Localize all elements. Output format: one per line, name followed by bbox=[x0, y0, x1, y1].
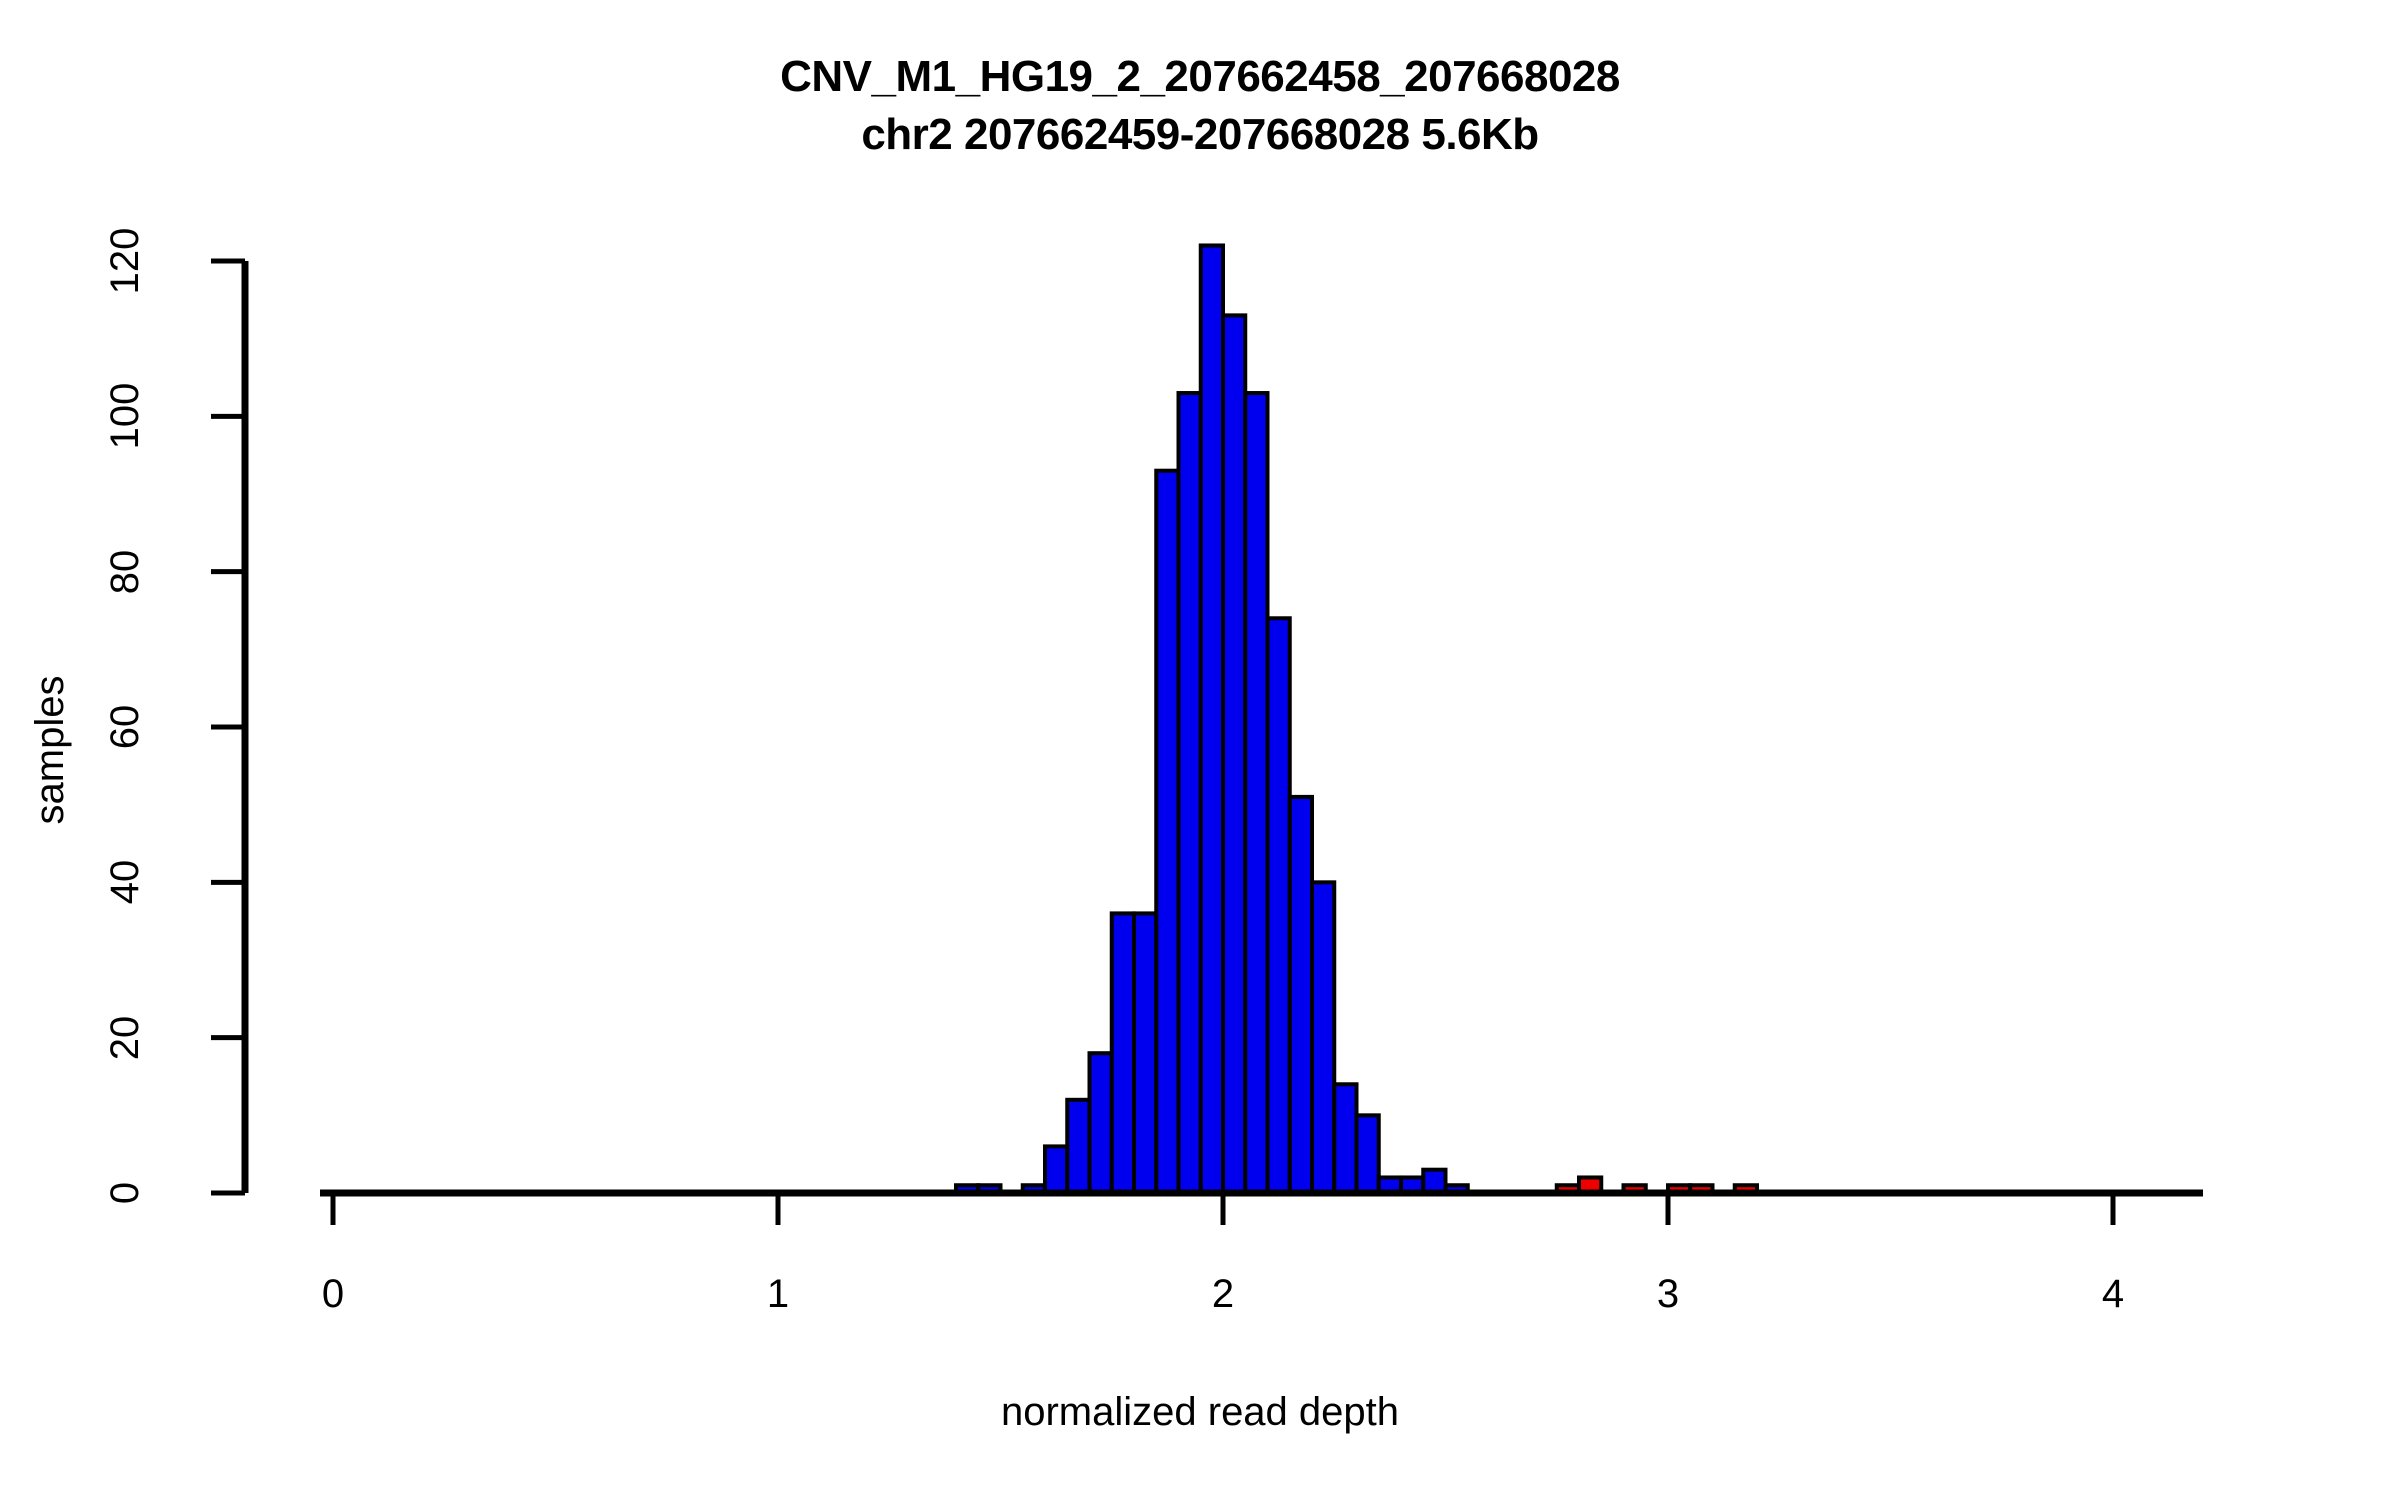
histogram-bar bbox=[1065, 1097, 1092, 1196]
histogram-bar bbox=[1310, 880, 1337, 1195]
y-tick-label: 120 bbox=[103, 227, 147, 295]
x-tick-label: 4 bbox=[2101, 1272, 2125, 1316]
page-title: CNV_M1_HG19_2_207662458_207668028 chr2 2… bbox=[0, 48, 2400, 164]
histogram-bar bbox=[1221, 313, 1248, 1196]
histogram-bar bbox=[1332, 1082, 1359, 1196]
histogram-bar bbox=[1243, 391, 1270, 1195]
histogram-bar bbox=[1176, 391, 1203, 1195]
histogram-bar bbox=[1265, 616, 1292, 1195]
histogram-bar bbox=[1043, 1144, 1070, 1196]
axes-group bbox=[211, 258, 2203, 1225]
bars-group bbox=[954, 243, 1759, 1196]
y-tick-label: 40 bbox=[103, 860, 147, 905]
x-tick-label: 1 bbox=[766, 1272, 790, 1316]
y-tick-label: 0 bbox=[103, 1181, 147, 1205]
title-line-2: chr2 207662459-207668028 5.6Kb bbox=[861, 110, 1539, 159]
x-axis-title: normalized read depth bbox=[1000, 1390, 1400, 1434]
y-tick-label: 20 bbox=[103, 1015, 147, 1060]
histogram-bar bbox=[1198, 243, 1225, 1195]
histogram-bar bbox=[1154, 468, 1181, 1195]
x-tick-label: 0 bbox=[321, 1272, 345, 1316]
y-tick-label: 80 bbox=[103, 549, 147, 594]
histogram-bar bbox=[1287, 794, 1314, 1196]
histogram-bar bbox=[1132, 911, 1159, 1196]
title-line-1: CNV_M1_HG19_2_207662458_207668028 bbox=[780, 52, 1620, 101]
histogram-bar bbox=[1109, 911, 1136, 1196]
y-axis-title: samples bbox=[28, 675, 72, 825]
histogram-bar bbox=[1087, 1051, 1114, 1195]
x-tick-label: 2 bbox=[1211, 1272, 1235, 1316]
y-tick-label: 60 bbox=[103, 704, 147, 750]
histogram-bar bbox=[1354, 1113, 1381, 1196]
y-tick-label: 100 bbox=[103, 382, 147, 450]
x-tick-label: 3 bbox=[1656, 1272, 1680, 1316]
